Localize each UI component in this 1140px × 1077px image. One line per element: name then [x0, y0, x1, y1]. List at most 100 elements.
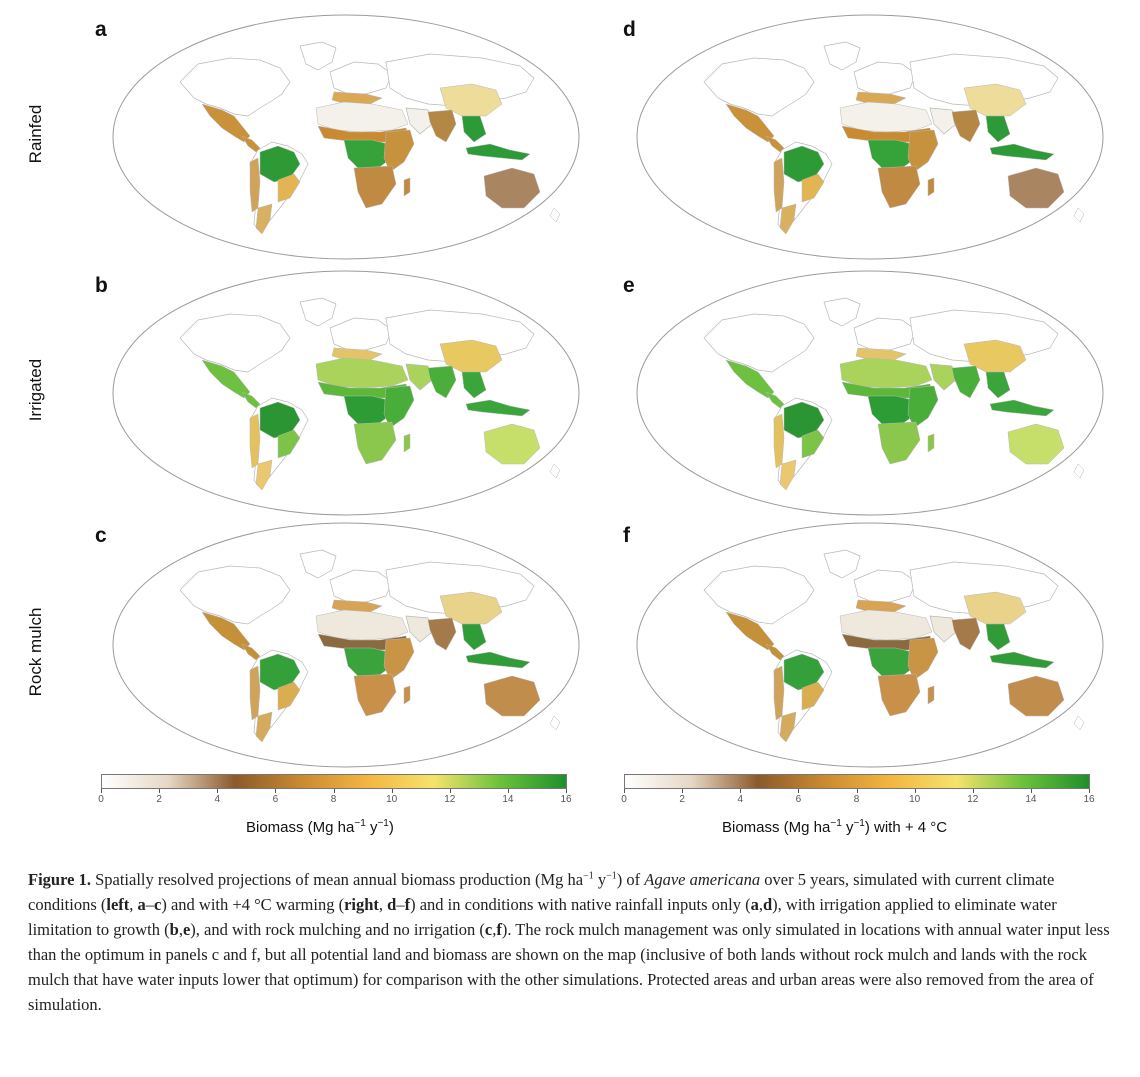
land-arabia — [929, 615, 957, 643]
region-india — [951, 617, 981, 651]
colorbar-tick-mark — [624, 789, 625, 793]
land-greenland — [823, 41, 861, 71]
region-islands — [465, 399, 531, 417]
region-safrica — [877, 673, 921, 717]
region-safrica — [353, 673, 397, 717]
colorbar-tick-label: 10 — [386, 794, 398, 805]
colorbar-tick-label: 8 — [330, 794, 337, 805]
region-andes — [773, 157, 785, 213]
colorbar-right-ticks: 0 2 4 6 8 10 12 14 16 — [621, 774, 1095, 810]
region-andes — [773, 413, 785, 469]
region-madagascar — [927, 433, 935, 453]
region-argentina — [779, 459, 797, 491]
map-panel-e — [636, 270, 1104, 516]
colorbar-tick-mark — [1030, 789, 1032, 793]
region-nz — [1073, 463, 1085, 479]
region-amazon — [259, 401, 301, 439]
land-northam — [703, 57, 815, 117]
colorbar-tick-mark — [275, 789, 277, 793]
region-australia — [1007, 423, 1065, 465]
region-brazil_s — [801, 681, 825, 711]
region-india — [427, 617, 457, 651]
colorbar-tick-mark — [333, 789, 335, 793]
colorbar-tick-label: 10 — [909, 794, 921, 805]
region-sahara — [839, 357, 933, 389]
region-islands — [465, 651, 531, 669]
land-northam — [703, 565, 815, 625]
region-amazon — [783, 145, 825, 183]
land-northam — [179, 565, 291, 625]
map-panel-d — [636, 14, 1104, 260]
region-amazon — [259, 653, 301, 691]
region-argentina — [255, 459, 273, 491]
region-madagascar — [927, 685, 935, 705]
region-china — [439, 339, 503, 373]
land-greenland — [823, 297, 861, 327]
region-brazil_s — [277, 173, 301, 203]
region-eafrica — [383, 385, 415, 429]
region-argentina — [255, 711, 273, 743]
region-seasia — [985, 115, 1011, 143]
region-safrica — [877, 421, 921, 465]
region-congo — [867, 647, 917, 677]
region-camerica — [765, 135, 785, 153]
region-sahara — [315, 357, 409, 389]
region-sahara — [315, 101, 409, 133]
colorbar-tick-label: 2 — [156, 794, 162, 805]
land-arabia — [405, 615, 433, 643]
region-madagascar — [403, 685, 411, 705]
region-nz — [1073, 207, 1085, 223]
colorbar-tick-label: 4 — [737, 794, 744, 805]
map-panel-c — [112, 522, 580, 768]
colorbar-tick-mark — [101, 789, 102, 793]
land-europe — [329, 61, 393, 95]
colorbar-tick-label: 6 — [795, 794, 802, 805]
region-camerica — [765, 391, 785, 409]
region-nz — [549, 207, 561, 223]
land-europe — [853, 569, 917, 603]
land-greenland — [823, 549, 861, 579]
region-congo — [867, 395, 917, 425]
panel-label-d: d — [623, 18, 636, 41]
colorbar-tick-label: 14 — [1025, 794, 1037, 805]
region-camerica — [765, 643, 785, 661]
colorbar-tick-label: 2 — [679, 794, 685, 805]
region-congo — [343, 647, 393, 677]
region-congo — [867, 139, 917, 169]
region-camerica — [241, 135, 261, 153]
colorbar-tick-mark — [507, 789, 509, 793]
colorbar-tick-mark — [914, 789, 916, 793]
region-india — [427, 365, 457, 399]
panel-label-b: b — [95, 274, 108, 297]
colorbar-left-ticks: 0 2 4 6 8 10 12 14 16 — [98, 774, 572, 810]
region-seasia — [461, 371, 487, 399]
region-eafrica — [907, 637, 939, 681]
region-islands — [989, 399, 1055, 417]
colorbar-tick-mark — [682, 789, 684, 793]
region-nz — [1073, 715, 1085, 731]
row-label-rock-mulch: Rock mulch — [26, 607, 45, 697]
colorbar-tick-mark — [217, 789, 219, 793]
region-australia — [1007, 167, 1065, 209]
land-northam — [179, 313, 291, 373]
land-europe — [853, 61, 917, 95]
region-china — [439, 83, 503, 117]
colorbar-left-gradient — [101, 774, 567, 789]
region-islands — [989, 143, 1055, 161]
region-brazil_s — [801, 429, 825, 459]
land-arabia — [405, 363, 433, 391]
panel-label-e: e — [623, 274, 635, 297]
region-camerica — [241, 391, 261, 409]
colorbar-tick-label: 8 — [853, 794, 860, 805]
region-islands — [465, 143, 531, 161]
region-amazon — [783, 653, 825, 691]
region-china — [963, 83, 1027, 117]
row-label-rainfed: Rainfed — [26, 104, 45, 164]
region-brazil_s — [277, 429, 301, 459]
colorbar-tick-mark — [1089, 789, 1090, 793]
region-eafrica — [383, 637, 415, 681]
region-australia — [1007, 675, 1065, 717]
region-seasia — [985, 371, 1011, 399]
colorbar-tick-mark — [798, 789, 800, 793]
colorbar-tick-label: 12 — [967, 794, 979, 805]
